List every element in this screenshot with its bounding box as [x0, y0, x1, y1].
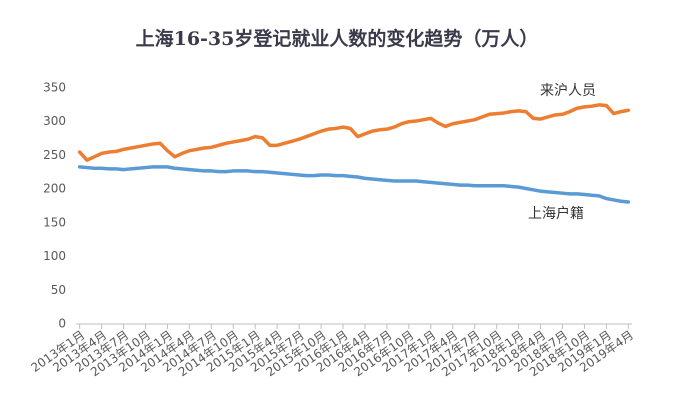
chart-title: 上海16-35岁登记就业人数的变化趋势（万人） — [136, 27, 539, 50]
series-line — [77, 103, 631, 162]
y-tick-label: 0 — [58, 317, 66, 331]
y-tick-label: 300 — [43, 114, 66, 128]
y-tick-label: 200 — [43, 182, 66, 196]
series-label: 上海户籍 — [528, 205, 584, 222]
y-tick-label: 250 — [43, 148, 66, 162]
y-tick-label: 100 — [43, 249, 66, 263]
y-tick-label: 150 — [43, 215, 66, 229]
series-label: 来沪人员 — [540, 83, 596, 99]
series-line — [77, 165, 631, 204]
y-tick-label: 50 — [51, 283, 66, 297]
y-tick-label: 350 — [43, 81, 66, 95]
